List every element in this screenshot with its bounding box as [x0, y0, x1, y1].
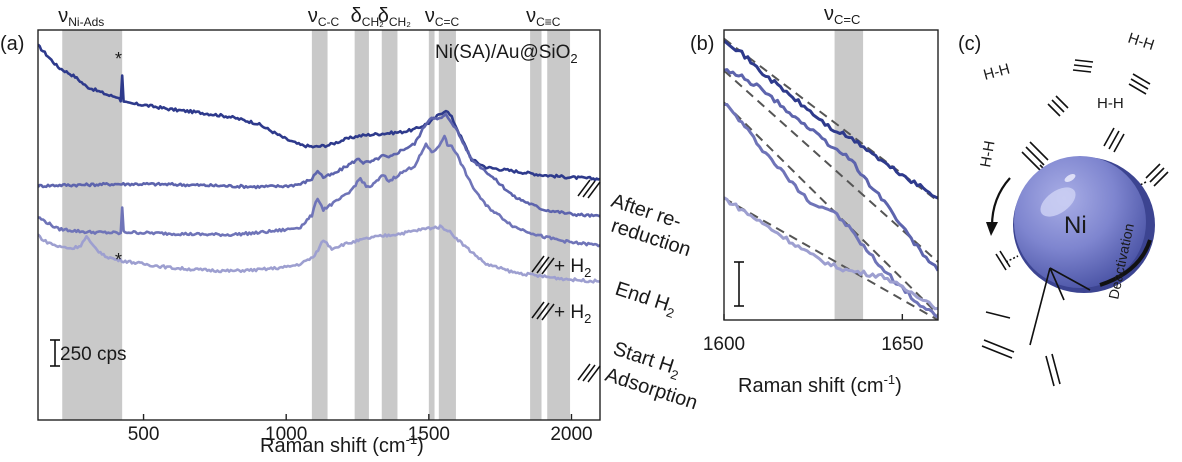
series-line-2 — [38, 134, 600, 248]
x-tick-label-3: 2000 — [550, 424, 592, 445]
panel-c-letter: (c) — [958, 33, 981, 55]
fit-line-3 — [724, 197, 938, 320]
panel-c: (c) H-H H-H H-H H-H — [958, 30, 1169, 387]
panel-a-x-axis-title: Raman shift (cm-1) — [260, 432, 424, 457]
panel-b-band — [834, 30, 864, 320]
trace-label-end-text: End H2 — [612, 278, 679, 321]
trace-label-start: Start H2 Adsorption — [602, 338, 700, 414]
band-label-3: δCH₂ — [378, 5, 411, 29]
panel-a-x-axis-sup: -1 — [406, 432, 418, 447]
panel-b: 1600 1650 (b) νC=C Raman shift (cm-1) — [690, 3, 939, 397]
band-rect-7-0 — [77, 30, 104, 420]
panel-b-letter: (b) — [690, 33, 714, 55]
ni-particle: Ni — [1013, 156, 1155, 293]
band-rect-4-1 — [438, 30, 456, 420]
panel-b-ticks: 1600 1650 — [703, 314, 923, 355]
x-tick-label-2: 1500 — [408, 424, 450, 445]
x-tick-label-0: 500 — [128, 424, 160, 445]
band-rect-5-0 — [530, 30, 542, 420]
panel-b-x-axis-sup: -1 — [884, 372, 896, 387]
h2-molecule-label-1: H-H — [1126, 30, 1157, 54]
alkyne-icon-start — [531, 301, 555, 321]
panel-a-letter: (a) — [0, 33, 24, 55]
h2-molecule-label-4: H-H — [977, 139, 998, 168]
band-label-4: νC=C — [425, 5, 460, 29]
zoom-x-tick-label-0: 1600 — [703, 334, 745, 355]
band-rect-4-0 — [428, 30, 435, 420]
panel-b-band-label: νC=C — [824, 3, 860, 27]
panel-a-bands — [62, 30, 571, 420]
series-line-1 — [38, 112, 600, 218]
panel-b-fits — [724, 37, 938, 320]
panel-a-scale-bar: 250 cps — [50, 339, 127, 367]
alkyne-icon-free — [1047, 59, 1151, 117]
band-label-0: νNi-Ads — [58, 5, 104, 29]
adsorbed-alkyne-icon — [1021, 127, 1169, 187]
band-label-2: δCH₂ — [351, 5, 384, 29]
zoom-series-line-3 — [724, 196, 938, 311]
h2-label-end: + H2 — [554, 256, 591, 280]
band-rect-6-0 — [547, 30, 571, 420]
alkyne-icon-after — [577, 179, 601, 199]
alkene-icon — [981, 250, 1091, 387]
x-tick-label-1: 1000 — [265, 424, 307, 445]
peak-star-upper: * — [115, 49, 122, 69]
panel-b-frame — [723, 29, 939, 321]
band-rect-1-0 — [311, 30, 328, 420]
h2-molecule-label-3: H-H — [1097, 95, 1124, 112]
panel-b-scale-bar — [734, 261, 744, 307]
panel-b-traces — [724, 39, 938, 319]
h2-molecule-label-2: H-H — [982, 61, 1012, 84]
fit-line-2 — [724, 101, 938, 315]
fit-line-1 — [724, 69, 938, 263]
trace-label-end: End H2 — [612, 278, 679, 321]
h2-label-start: + H2 — [554, 302, 591, 326]
panel-a-frame — [37, 29, 601, 421]
zoom-x-tick-label-1: 1650 — [881, 334, 923, 355]
peak-star-lower: * — [115, 250, 122, 270]
panel-a-title-sub: 2 — [570, 51, 577, 66]
panel-b-x-axis-title: Raman shift (cm-1) — [738, 372, 902, 397]
zoom-series-line-0 — [724, 39, 938, 200]
scale-bar-label: 250 cps — [60, 344, 127, 365]
band-rect-3-0 — [381, 30, 398, 420]
trace-label-after: After re- reduction — [608, 190, 693, 261]
series-line-3 — [38, 224, 600, 284]
zoom-series-line-2 — [724, 103, 938, 319]
series-line-0 — [38, 43, 600, 182]
zoom-series-line-1 — [724, 68, 938, 272]
band-label-5: νC≡C — [526, 5, 561, 29]
band-label-1: νC-C — [308, 5, 340, 29]
panel-a-ticks: 500 1000 1500 2000 — [128, 414, 593, 445]
panel-a-title: Ni(SA)/Au@SiO2 — [435, 42, 578, 66]
ni-particle-label: Ni — [1064, 212, 1087, 239]
band-rect-2-0 — [354, 30, 369, 420]
alkyne-icon-bottom — [577, 363, 601, 383]
panel-a-traces — [38, 43, 600, 284]
rotation-arrow-icon — [986, 177, 1011, 236]
alkyne-icon-end — [531, 255, 555, 275]
